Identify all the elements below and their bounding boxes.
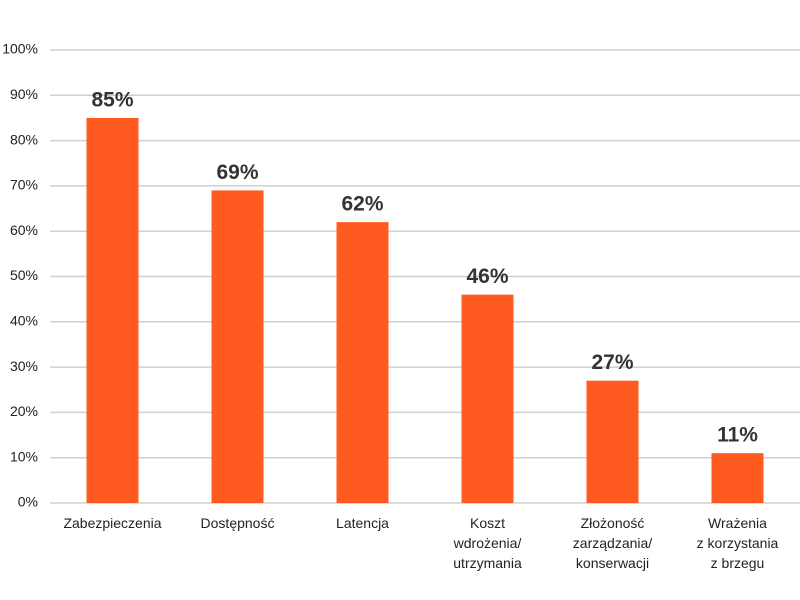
- x-tick-label: Zabezpieczenia: [63, 515, 162, 531]
- x-tick-label: Latencja: [336, 515, 389, 531]
- y-tick-label: 70%: [10, 177, 38, 193]
- y-tick-label: 0%: [18, 494, 38, 510]
- y-tick-label: 50%: [10, 267, 38, 283]
- x-tick-label: Wrażenia z korzystania z brzegu: [696, 515, 779, 571]
- x-tick-label: Dostępność: [200, 515, 275, 531]
- bar: [711, 453, 764, 503]
- y-tick-label: 10%: [10, 448, 38, 464]
- bar: [211, 190, 264, 503]
- y-tick-label: 80%: [10, 131, 38, 147]
- value-label: 27%: [591, 351, 633, 374]
- x-tick-label: Koszt wdrożenia/ utrzymania: [453, 515, 522, 571]
- y-tick-label: 20%: [10, 403, 38, 419]
- value-label: 62%: [341, 193, 383, 216]
- bar: [336, 222, 389, 503]
- bar: [586, 380, 639, 503]
- y-tick-label: 90%: [10, 86, 38, 102]
- x-tick-label: Złożoność zarządzania/ konserwacji: [572, 515, 653, 571]
- y-tick-label: 100%: [2, 41, 38, 57]
- value-label: 11%: [717, 424, 758, 447]
- y-tick-label: 40%: [10, 313, 38, 329]
- y-tick-label: 60%: [10, 222, 38, 238]
- value-label: 46%: [466, 265, 508, 288]
- bar: [86, 117, 139, 503]
- value-label: 85%: [91, 88, 133, 111]
- value-label: 69%: [216, 161, 258, 184]
- bar: [461, 294, 514, 503]
- y-tick-label: 30%: [10, 358, 38, 374]
